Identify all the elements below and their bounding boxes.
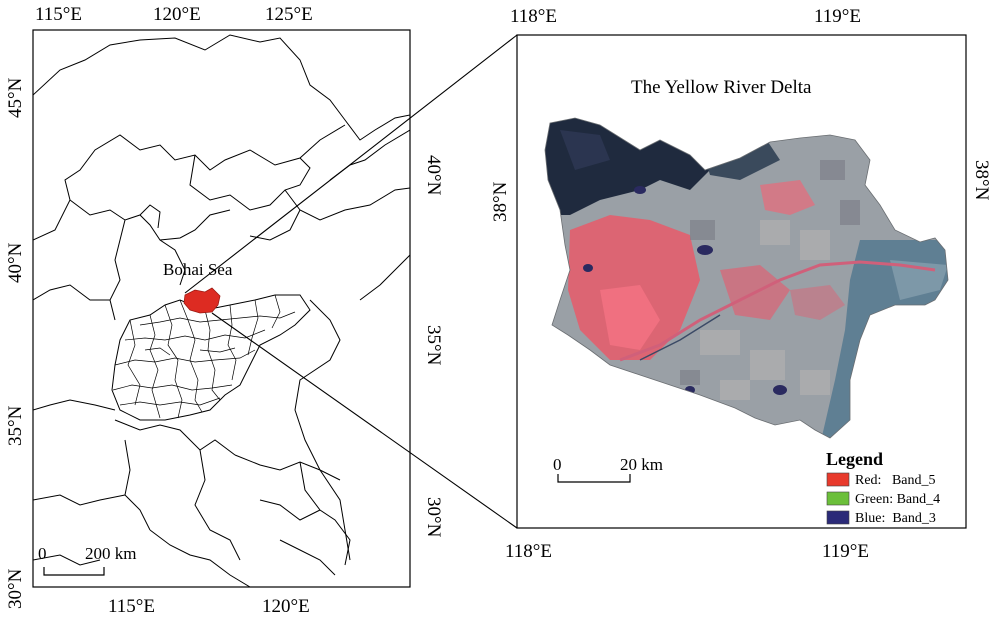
legend-swatch-red <box>826 472 850 487</box>
tick-top-125e: 125°E <box>265 4 313 25</box>
tick-left-40n: 40°N <box>5 242 26 283</box>
scale-label: 200 km <box>85 544 136 563</box>
tick-right-40n: 40°N <box>423 155 444 196</box>
legend-swatch-green <box>826 491 850 506</box>
delta-map-title: The Yellow River Delta <box>631 77 812 98</box>
overview-map: Bohai Sea 0 200 km 115°E 120°E 125°E 115… <box>5 4 444 617</box>
tick-delta-top-119e: 119°E <box>814 6 861 27</box>
tick-left-35n: 35°N <box>5 405 26 446</box>
tick-bottom-120e: 120°E <box>262 596 310 617</box>
province-boundaries <box>33 34 410 587</box>
overview-bottom-ticks: 115°E 120°E <box>108 596 310 617</box>
delta-outline <box>544 117 949 439</box>
tick-top-120e: 120°E <box>153 4 201 25</box>
delta-map: The Yellow River Delta <box>490 6 992 562</box>
legend: Legend Red: Band_5 Green: Band_4 Blue: B… <box>826 449 940 526</box>
legend-swatch-blue <box>826 510 850 525</box>
zoom-connector-lines <box>184 34 518 529</box>
tick-delta-left-38n: 38°N <box>490 181 511 222</box>
legend-label-green: Green: Band_4 <box>855 492 940 507</box>
delta-scale-zero: 0 <box>553 455 562 474</box>
scale-zero: 0 <box>38 544 47 563</box>
delta-bottom-ticks: 118°E 119°E <box>505 541 869 562</box>
delta-scale-bar: 0 20 km <box>553 455 663 483</box>
delta-scale-label: 20 km <box>620 455 663 474</box>
overview-scale-bar: 0 200 km <box>38 544 136 576</box>
tick-bottom-115e: 115°E <box>108 596 155 617</box>
sea-label: Bohai Sea <box>163 260 233 279</box>
tick-right-30n: 30°N <box>423 497 444 538</box>
delta-top-ticks: 118°E 119°E <box>510 6 861 27</box>
overview-right-ticks: 40°N 35°N 30°N <box>423 155 444 538</box>
legend-title: Legend <box>826 449 883 469</box>
tick-left-30n: 30°N <box>5 568 26 609</box>
legend-label-blue: Blue: Band_3 <box>855 511 936 526</box>
study-area-marker <box>183 287 221 314</box>
overview-top-ticks: 115°E 120°E 125°E <box>35 4 313 25</box>
tick-delta-right-38n: 38°N <box>971 160 992 201</box>
tick-delta-top-118e: 118°E <box>510 6 557 27</box>
tick-delta-bottom-119e: 119°E <box>822 541 869 562</box>
tick-delta-bottom-118e: 118°E <box>505 541 552 562</box>
tick-top-115e: 115°E <box>35 4 82 25</box>
tick-right-35n: 35°N <box>423 325 444 366</box>
overview-left-ticks: 45°N 40°N 35°N 30°N <box>5 77 26 609</box>
tick-left-45n: 45°N <box>5 77 26 118</box>
shandong-counties <box>111 294 311 421</box>
legend-label-red: Red: Band_5 <box>855 473 936 488</box>
